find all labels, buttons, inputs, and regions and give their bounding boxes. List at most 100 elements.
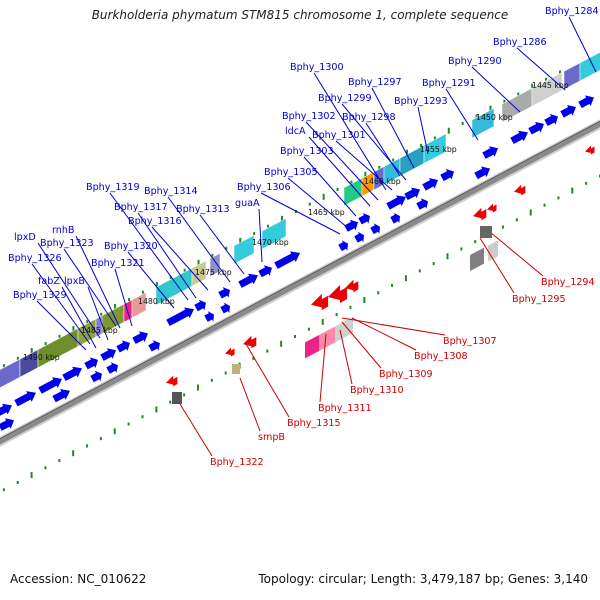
lower-tick <box>474 240 477 244</box>
upper-tick <box>253 232 256 236</box>
cds-arrow <box>390 212 400 224</box>
cds-arrow <box>220 302 230 314</box>
reverse-arrow <box>328 285 347 303</box>
cds-arrow <box>116 340 130 353</box>
upper-tick <box>239 237 242 244</box>
reverse-gene-label: Bphy_1307 <box>443 336 497 347</box>
upper-tick <box>475 114 478 118</box>
lower-tick <box>155 406 158 413</box>
leader-line <box>568 16 597 73</box>
lower-tick <box>99 437 102 441</box>
upper-tick <box>128 298 131 302</box>
upper-tick <box>280 215 283 222</box>
lower-tick <box>418 269 421 273</box>
upper-tick <box>406 149 409 156</box>
lower-tick <box>515 218 518 222</box>
upper-tick <box>114 303 117 310</box>
leader-line <box>341 321 382 369</box>
kbp-label: 1480 kbp <box>138 297 175 306</box>
cds-arrow <box>528 121 544 135</box>
cds-arrow <box>148 340 160 352</box>
leader-line <box>36 300 87 351</box>
forward-gene-label: Bphy_1306 <box>237 182 291 193</box>
cds-arrow <box>132 331 148 344</box>
leader-line <box>109 192 189 301</box>
upper-tick <box>225 246 228 250</box>
reverse-arrow <box>487 203 497 213</box>
reverse-gene-label: Bphy_1309 <box>379 369 433 380</box>
forward-gene-label: Bphy_1320 <box>104 241 158 252</box>
cds-arrow <box>84 357 98 370</box>
reverse-arrow <box>585 145 595 155</box>
lower-tick <box>321 318 324 325</box>
upper-tick <box>364 171 367 178</box>
lower-tick <box>72 450 75 457</box>
lower-tick <box>44 466 47 470</box>
cds-arrow <box>238 273 258 288</box>
cds-arrow <box>370 223 380 235</box>
lower-tick <box>141 415 144 419</box>
leader-line <box>258 208 263 263</box>
forward-gene-label: Bphy_1326 <box>8 253 62 264</box>
upper-tick <box>336 187 339 191</box>
kbp-label: 1485 kbp <box>81 326 118 335</box>
leader-line <box>127 251 175 309</box>
upper-tick <box>267 224 270 228</box>
upper-tick <box>86 320 89 324</box>
reverse-gene-label: Bphy_1322 <box>210 457 264 468</box>
leader-line <box>179 403 213 457</box>
leader-line <box>305 121 379 201</box>
kbp-label: 1450 kbp <box>476 113 513 122</box>
cds-arrow <box>544 114 558 126</box>
reverse-feature-block <box>470 247 484 272</box>
cds-arrow <box>258 265 272 278</box>
upper-tick <box>378 165 381 169</box>
forward-gene-label: Bphy_1291 <box>422 78 476 89</box>
cds-arrow <box>14 391 37 407</box>
upper-tick <box>531 83 534 90</box>
leader-line <box>151 226 209 291</box>
reverse-feature-block <box>232 364 240 374</box>
upper-tick <box>58 334 61 338</box>
leader-line <box>471 66 521 113</box>
kbp-label: 1465 kbp <box>308 208 345 217</box>
lower-tick <box>557 196 560 200</box>
upper-tick <box>30 347 33 354</box>
forward-gene-label: Bphy_1284 <box>545 6 599 17</box>
leader-line <box>114 268 133 327</box>
upper-tick <box>489 105 492 112</box>
lower-tick <box>224 371 227 375</box>
upper-tick <box>141 290 144 294</box>
reverse-feature-block <box>319 326 335 351</box>
kbp-label: 1475 kbp <box>195 268 232 277</box>
leader-line <box>303 156 357 217</box>
lower-tick <box>16 480 19 484</box>
lower-tick <box>30 472 33 479</box>
reverse-feature-block <box>305 334 319 359</box>
leader-line <box>319 333 327 403</box>
forward-gene-label: lpxD <box>14 232 36 243</box>
cds-arrow <box>0 418 14 431</box>
lower-tick <box>266 349 269 353</box>
feature-block <box>579 52 600 82</box>
reverse-arrow <box>243 335 257 349</box>
reverse-gene-label: Bphy_1311 <box>318 403 372 414</box>
forward-gene-label: Bphy_1323 <box>40 238 94 249</box>
lower-tick <box>86 444 89 448</box>
lower-tick <box>501 225 504 229</box>
upper-tick <box>211 254 214 258</box>
forward-gene-label: fabZ <box>38 276 60 287</box>
reverse-gene-label: Bphy_1315 <box>287 418 341 429</box>
tick-tracks <box>2 70 600 492</box>
leader-line <box>87 286 109 341</box>
upper-tick <box>16 356 19 360</box>
lower-tick <box>571 187 574 194</box>
feature-block <box>233 234 255 265</box>
lower-tick <box>404 275 407 282</box>
reverse-gene-label: Bphy_1308 <box>414 351 468 362</box>
reverse-gene-labels: Bphy_1294 Bphy_1295 Bphy_1307 Bphy_1308 Bphy… <box>210 277 595 468</box>
forward-gene-label: Bphy_1319 <box>86 182 140 193</box>
leader-line <box>239 377 261 432</box>
lower-tick <box>113 428 116 435</box>
